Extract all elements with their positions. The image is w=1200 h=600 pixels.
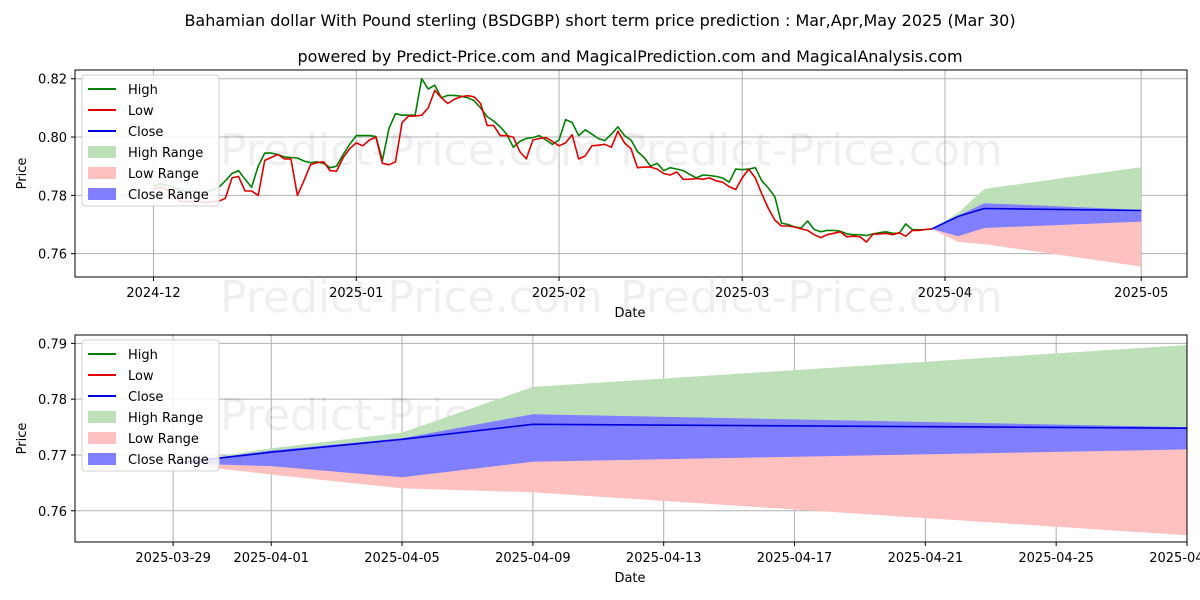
- legend-label-close-range: Close Range: [128, 188, 209, 203]
- watermark: Predict-Price.com: [220, 125, 603, 176]
- panel-history-and-forecast: Predict-Price.com Predict-Price.com Predic…: [15, 69, 1188, 323]
- legend-label-low: Low: [128, 369, 154, 384]
- x-tick-label: 2025-05: [1114, 286, 1168, 301]
- legend-swatch-high-range: [88, 146, 116, 158]
- y-tick-label: 0.78: [38, 189, 67, 204]
- x-tick-label: 2025-04-21: [888, 551, 964, 566]
- y-tick-label: 0.76: [38, 505, 67, 520]
- chart-subtitle: powered by Predict-Price.com and Magical…: [297, 47, 962, 66]
- y-tick-label: 0.79: [38, 337, 67, 352]
- legend-swatch-low-range: [88, 167, 116, 179]
- x-axis-label: Date: [614, 571, 645, 586]
- legend-label-high: High: [128, 348, 158, 363]
- close-forecast-line: [173, 423, 1188, 465]
- x-tick-label: 2025-04-29: [1149, 551, 1200, 566]
- legend-swatch-low-range: [88, 432, 116, 444]
- legend-swatch-close-range: [88, 453, 116, 465]
- y-tick-label: 0.76: [38, 248, 67, 263]
- close-range-area: [173, 414, 1188, 478]
- legend-swatch-high-range: [88, 411, 116, 423]
- watermark: Predict-Price.com: [220, 272, 603, 323]
- legend-label-high: High: [128, 83, 158, 98]
- legend-label-close: Close: [128, 390, 163, 405]
- legend-label-low: Low: [128, 104, 154, 119]
- x-tick-label: 2025-03-29: [135, 551, 211, 566]
- x-tick-label: 2025-04-09: [495, 551, 571, 566]
- x-tick-label: 2025-04-01: [233, 551, 309, 566]
- legend-label-close-range: Close Range: [128, 453, 209, 468]
- legend-box: [81, 74, 220, 207]
- x-tick-label: 2025-04-17: [757, 551, 833, 566]
- legend-label-low-range: Low Range: [128, 167, 199, 182]
- x-tick-label: 2025-04-25: [1018, 551, 1094, 566]
- legend-swatch-close-range: [88, 188, 116, 200]
- y-tick-label: 0.77: [38, 449, 67, 464]
- panel-forecast-zoom: Predict-Price.comPredict-Price.com2025-0…: [15, 334, 1200, 586]
- legend-label-high-range: High Range: [128, 146, 203, 161]
- y-tick-label: 0.78: [38, 393, 67, 408]
- x-tick-label: 2025-04: [918, 286, 972, 301]
- low-series-line: [153, 89, 932, 243]
- x-tick-label: 2024-12: [126, 286, 180, 301]
- close-range-area: [931, 203, 1142, 237]
- legend-label-close: Close: [128, 125, 163, 140]
- x-tick-label: 2025-03: [715, 286, 769, 301]
- plot-frame: [74, 334, 1188, 543]
- x-tick-label: 2025-01: [329, 286, 383, 301]
- x-axis-label: Date: [614, 306, 645, 321]
- x-tick-label: 2025-04-05: [364, 551, 440, 566]
- y-tick-label: 0.82: [38, 73, 67, 88]
- y-axis-label: Price: [15, 423, 30, 455]
- x-tick-label: 2025-02: [532, 286, 586, 301]
- legend-label-low-range: Low Range: [128, 432, 199, 447]
- legend-label-high-range: High Range: [128, 411, 203, 426]
- chart-title: Bahamian dollar With Pound sterling (BSD…: [184, 11, 1015, 30]
- watermark: Predict-Price.com: [620, 272, 1003, 323]
- close-forecast-line: [931, 207, 1142, 230]
- legend-box: [81, 339, 220, 472]
- x-tick-label: 2025-04-13: [626, 551, 702, 566]
- plot-frame: [74, 69, 1188, 278]
- y-axis-label: Price: [15, 158, 30, 190]
- watermark: Predict-Price.com: [620, 125, 1003, 176]
- y-tick-label: 0.80: [38, 131, 67, 146]
- high-range-area: [931, 167, 1142, 229]
